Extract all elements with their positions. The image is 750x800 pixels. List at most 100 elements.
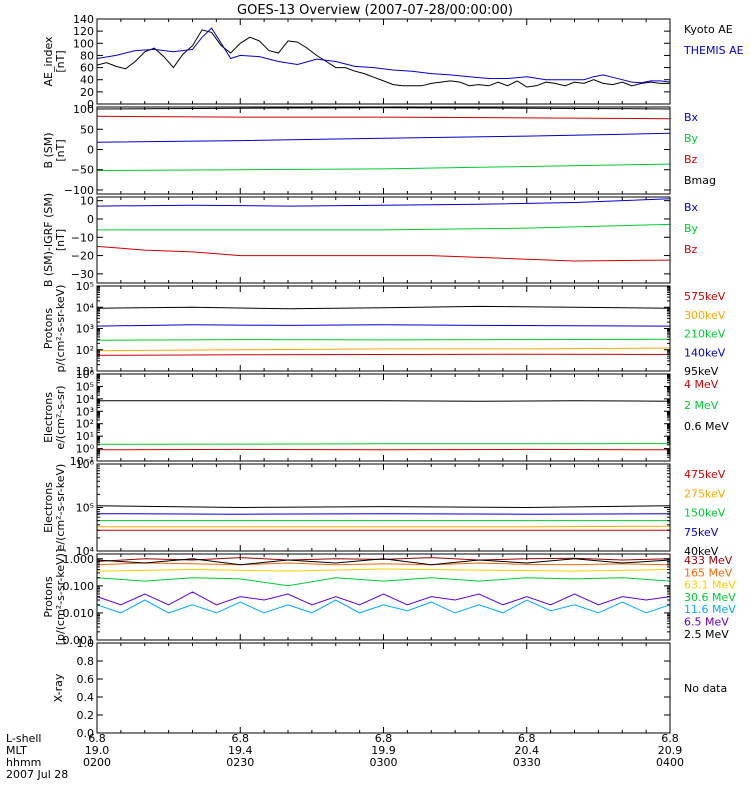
y-axis-label-line: Electrons: [42, 482, 55, 533]
y-axis-label: AE_index[nT]: [42, 36, 67, 87]
panel-3: −30 −20 −10 0 10 B (SM)-IGRF (SM)[nT] Bx By Bz: [42, 193, 699, 287]
y-axis-label: X-ray: [52, 673, 65, 702]
legend-entry: Bz: [684, 243, 698, 256]
legend-entry: THEMIS AE: [683, 44, 744, 57]
y-axis-label: B (SM)-IGRF (SM)[nT]: [42, 193, 67, 287]
x-tick-hhmm: 0300: [370, 756, 398, 769]
x-tick-lshell: 6.8: [88, 732, 106, 745]
legend-entry: 75keV: [684, 526, 719, 539]
y-tick-label: 10⁶: [76, 458, 95, 471]
panel-7: 0.001 0.010 0.100 1.000 Protons[p/(cm²-s-sr-…: [42, 549, 736, 647]
legend-entry: 210keV: [684, 328, 726, 341]
legend-entry: 475keV: [684, 468, 726, 481]
y-tick-label: 0.8: [77, 655, 95, 668]
panel-frame: [96, 196, 671, 284]
y-tick-label: −30: [71, 268, 94, 281]
series-line-by: [96, 163, 671, 171]
panel-2: −100 −50 0 50 100 B (SM)[nT] Bx By Bz Bmag: [42, 103, 716, 197]
y-tick-label: 0.0: [77, 727, 95, 740]
y-axis-label-line: e/(cm²-s-sr): [54, 385, 67, 449]
y-tick-label: 10⁵: [76, 380, 94, 393]
y-tick-label: 1.000: [63, 553, 95, 566]
legend-entry: 433 MeV: [684, 554, 733, 567]
series-line-bz: [96, 115, 671, 120]
series-line-bx: [96, 198, 671, 207]
y-tick-label: 10³: [76, 323, 94, 336]
y-axis-label-line: [p/(cm²-s-sr-keV)]: [54, 549, 67, 646]
x-tick-mlt: 20.4: [515, 744, 540, 757]
x-date-label: 2007 Jul 28: [6, 768, 68, 781]
y-tick-label: 0.001: [63, 634, 95, 647]
y-axis-label-line: B (SM): [42, 132, 55, 168]
y-tick-label: 0.4: [77, 691, 95, 704]
x-tick-lshell: 6.8: [518, 732, 536, 745]
series-line-140kev: [96, 347, 671, 352]
legend-entry: 275keV: [684, 487, 726, 500]
y-tick-label: 10⁵: [76, 502, 94, 515]
series-line-95kev: [96, 353, 671, 356]
y-tick-label: 10: [80, 195, 94, 208]
y-tick-label: −100: [64, 184, 94, 197]
x-tick-mlt: 19.9: [371, 744, 396, 757]
series-line-by: [97, 223, 671, 231]
y-axis-label-line: e/(cm²-s-sr-keV): [54, 464, 67, 552]
y-tick-label: 100: [73, 37, 94, 50]
series-line-275kev: [97, 525, 671, 528]
y-axis-label-line: Protons: [42, 576, 55, 617]
y-tick-label: 0: [87, 98, 94, 111]
y-tick-label: 0.100: [63, 580, 95, 593]
legend-entry: 575keV: [684, 290, 726, 303]
x-tick-lshell: 6.8: [661, 732, 679, 745]
legend-entry: 11.6 MeV: [684, 603, 736, 616]
y-tick-label: 50: [80, 123, 94, 136]
panel-6: 10⁴ 10⁵ 10⁶ Electronse/(cm²-s-sr-keV) 475keV…: [42, 458, 726, 558]
legend-entry: Bx: [684, 111, 699, 124]
legend-entry: 4 MeV: [684, 378, 719, 391]
series-line-63.1-mev: [96, 568, 671, 572]
legend-entry: 0.6 MeV: [684, 420, 729, 433]
y-tick-label: −50: [71, 164, 94, 177]
y-axis-label-line: p/(cm²-s-sr-keV): [54, 285, 67, 373]
series-line-40kev: [96, 505, 671, 509]
y-tick-label: 120: [73, 25, 94, 38]
legend-entry: 40keV: [684, 545, 719, 558]
panel-8: 0.0 0.2 0.4 0.6 0.8 1.0 X-ray No data: [52, 637, 727, 740]
series-line-300kev: [96, 324, 671, 327]
y-tick-label: 10⁴: [76, 545, 95, 558]
legend-entry: By: [684, 222, 699, 235]
legend-entry: 300keV: [684, 309, 726, 322]
y-tick-label: 10⁶: [76, 368, 95, 381]
y-tick-label: 10⁻¹: [70, 455, 94, 468]
series-line-kyoto-ae: [96, 29, 670, 88]
series-line-themis-ae: [96, 27, 671, 84]
x-tick-hhmm: 0200: [83, 756, 111, 769]
x-tick-mlt: 20.9: [658, 744, 683, 757]
y-axis-label-line: X-ray: [52, 673, 65, 702]
panel-frame: [96, 106, 671, 195]
y-axis-label-line: [nT]: [54, 139, 67, 161]
y-tick-label: 100: [73, 103, 94, 116]
legend-entry: 2 MeV: [684, 399, 719, 412]
y-tick-label: 10¹: [76, 430, 94, 443]
legend-entry: 2.5 MeV: [684, 628, 729, 641]
y-tick-label: 40: [80, 74, 94, 87]
legend-entry: Bmag: [684, 174, 716, 187]
legend-entry: 140keV: [684, 346, 726, 359]
y-tick-label: 1.0: [77, 637, 95, 650]
series-line-575kev: [96, 305, 671, 310]
y-axis-label-line: AE_index: [42, 36, 55, 87]
series-line-bz: [96, 245, 671, 262]
no-data-note: No data: [684, 682, 727, 695]
y-tick-label: 0.6: [77, 673, 95, 686]
panel-frame: [96, 285, 671, 372]
y-tick-label: 0.010: [63, 607, 95, 620]
legend-entry: 165 MeV: [684, 566, 733, 579]
y-tick-label: 10⁰: [76, 443, 95, 456]
panel-5: 10⁻¹10⁰10¹10²10³10⁴10⁵10⁶Electronse/(cm²…: [42, 368, 729, 468]
panel-frame: [96, 373, 671, 462]
legend-entry: Bx: [684, 201, 699, 214]
panel-frame: [96, 642, 671, 734]
legend-entry: 63.1 MeV: [684, 579, 736, 592]
